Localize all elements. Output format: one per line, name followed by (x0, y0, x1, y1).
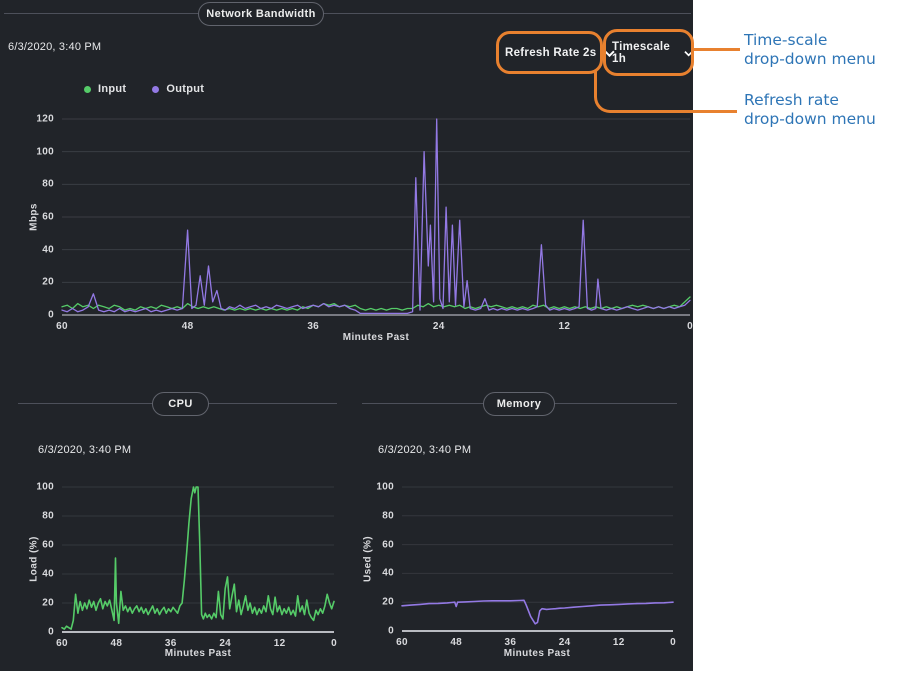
memory-xtick: 48 (450, 637, 463, 648)
memory-section-title-pill: Memory (483, 392, 555, 416)
network-legend: Input Output (84, 83, 204, 95)
cpu-xtick: 60 (56, 638, 68, 649)
memory-ytick: 100 (376, 481, 394, 493)
network-xtick: 36 (307, 321, 320, 332)
memory-xtick: 0 (670, 637, 676, 648)
network-xtick: 24 (432, 321, 445, 332)
legend-item-input: Input (84, 83, 126, 95)
network-ytick: 20 (42, 276, 54, 288)
memory-section-title: Memory (496, 398, 542, 410)
annotation-timescale: Time-scale drop-down menu (744, 31, 876, 69)
legend-dot-input (84, 85, 91, 93)
legend-label-input: Input (98, 83, 127, 95)
refresh-rate-dropdown-label: Refresh Rate 2s (505, 47, 597, 59)
legend-dot-output (152, 85, 160, 93)
network-chart-plot: 0 20 40 60 80 100 120 60 48 36 24 12 0 (36, 114, 692, 333)
network-y-axis-label: Mbps (28, 203, 40, 231)
annotation-refresh-rate-line2: drop-down menu (744, 110, 876, 128)
refresh-rate-callout-line (594, 71, 737, 113)
cpu-ytick: 100 (36, 481, 54, 493)
memory-ytick: 20 (382, 596, 394, 608)
memory-ytick: 80 (382, 510, 394, 522)
annotation-timescale-line2: drop-down menu (744, 50, 876, 68)
cpu-ytick: 0 (48, 626, 54, 638)
cpu-section-title: CPU (168, 398, 193, 410)
network-xtick: 12 (558, 321, 571, 332)
cpu-chart-plot: 0 20 40 60 80 100 60 48 36 24 12 0 (36, 482, 336, 650)
chevron-down-icon (604, 50, 616, 57)
network-ytick: 40 (42, 244, 54, 256)
legend-label-output: Output (166, 83, 205, 95)
annotation-refresh-rate-line1: Refresh rate (744, 91, 839, 109)
memory-xtick: 36 (504, 637, 517, 648)
cpu-ytick: 60 (42, 539, 54, 551)
network-xtick: 48 (181, 321, 194, 332)
network-ytick: 0 (48, 309, 54, 321)
memory-x-axis-label: Minutes Past (503, 648, 571, 659)
timescale-dropdown-label: Timescale 1h (612, 41, 671, 65)
network-ytick: 120 (36, 113, 54, 125)
memory-y-axis-label: Used (%) (362, 536, 374, 582)
network-ytick: 100 (36, 146, 54, 158)
memory-xtick: 12 (612, 637, 625, 648)
cpu-timestamp: 6/3/2020, 3:40 PM (38, 444, 132, 456)
network-xtick: 60 (56, 321, 68, 332)
timescale-callout-line (694, 48, 740, 51)
network-xtick: 0 (687, 321, 693, 332)
refresh-rate-dropdown[interactable]: Refresh Rate 2s (505, 44, 616, 62)
cpu-ytick: 20 (42, 597, 54, 609)
cpu-xtick: 12 (273, 638, 286, 649)
network-section-title-pill: Network Bandwidth (198, 2, 324, 26)
network-section-divider (4, 13, 691, 14)
memory-ytick: 0 (388, 625, 394, 637)
memory-timestamp: 6/3/2020, 3:40 PM (378, 444, 472, 456)
cpu-xtick: 48 (110, 638, 123, 649)
monitoring-panel: Network Bandwidth 6/3/2020, 3:40 PM Refr… (0, 0, 693, 671)
cpu-section-title-pill: CPU (152, 392, 209, 416)
cpu-xtick: 24 (219, 638, 232, 649)
network-section-title: Network Bandwidth (206, 8, 316, 20)
cpu-xtick: 36 (164, 638, 177, 649)
legend-item-output: Output (152, 83, 204, 95)
memory-ytick: 60 (382, 539, 394, 551)
memory-ytick: 40 (382, 567, 394, 579)
network-timestamp: 6/3/2020, 3:40 PM (8, 41, 102, 53)
network-ytick: 80 (42, 178, 54, 190)
memory-xtick: 60 (396, 637, 408, 648)
cpu-ytick: 80 (42, 510, 54, 522)
annotation-refresh-rate: Refresh rate drop-down menu (744, 91, 876, 129)
cpu-xtick: 0 (331, 638, 337, 649)
cpu-x-axis-label: Minutes Past (164, 648, 232, 659)
timescale-dropdown[interactable]: Timescale 1h (612, 41, 693, 65)
cpu-ytick: 40 (42, 568, 54, 580)
network-ytick: 60 (42, 211, 54, 223)
chevron-down-icon (684, 50, 693, 57)
cpu-y-axis-label: Load (%) (28, 536, 40, 582)
annotation-timescale-line1: Time-scale (744, 31, 828, 49)
network-x-axis-label: Minutes Past (342, 332, 410, 343)
memory-chart-plot: 0 20 40 60 80 100 60 48 36 24 12 0 (376, 482, 675, 649)
memory-xtick: 24 (558, 637, 571, 648)
